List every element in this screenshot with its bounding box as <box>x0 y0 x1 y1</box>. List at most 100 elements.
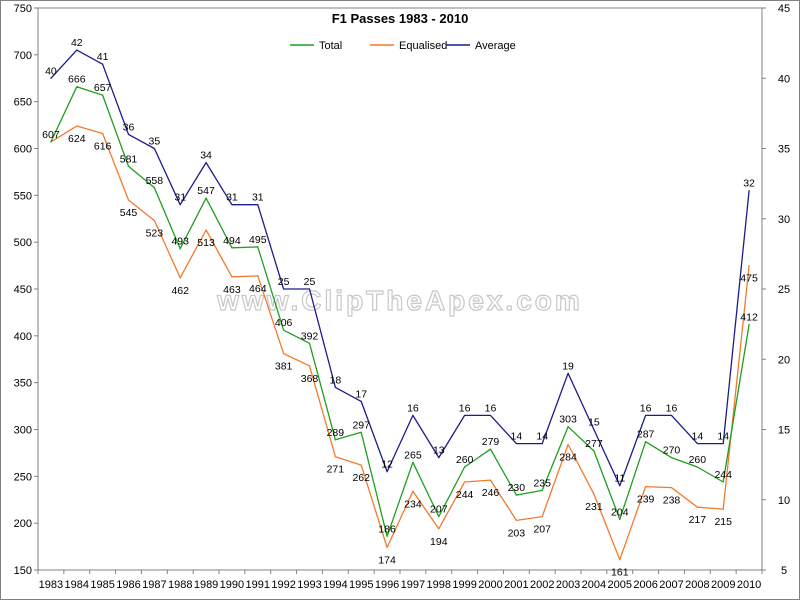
x-tick-label: 1992 <box>271 579 295 591</box>
data-point-equalised <box>257 275 259 277</box>
data-label-average: 11 <box>614 473 625 485</box>
data-point-total <box>257 246 259 248</box>
data-point-equalised <box>102 132 104 135</box>
x-tick-label: 1998 <box>427 579 451 591</box>
data-point-equalised <box>360 464 362 466</box>
data-label-average: 31 <box>174 192 186 204</box>
x-tick-label: 2004 <box>582 579 606 591</box>
data-label-equalised: 523 <box>146 228 164 240</box>
data-point-equalised <box>464 481 466 483</box>
data-label-equalised: 624 <box>68 133 86 145</box>
data-point-total <box>205 197 207 199</box>
data-point-equalised <box>412 490 414 492</box>
y-left-tick-label: 750 <box>14 3 32 15</box>
data-label-equalised: 194 <box>430 536 448 548</box>
x-tick-label: 2009 <box>711 579 735 591</box>
data-point-equalised <box>541 516 543 518</box>
data-label-equalised: 246 <box>482 487 500 499</box>
data-point-equalised <box>386 546 388 549</box>
axes-layer: 150 200 250 300 350 400 450 500 550 600 650 700 750 5… <box>14 3 790 591</box>
legend-label-equalised: Equalised <box>399 40 447 52</box>
data-point-total <box>153 187 155 189</box>
data-point-average <box>645 414 647 417</box>
y-left-tick-label: 350 <box>14 378 32 390</box>
data-point-total <box>412 461 414 463</box>
data-point-total <box>283 329 285 331</box>
y-right-tick-label: 20 <box>778 354 790 366</box>
data-point-average <box>102 63 104 65</box>
y-right-tick-label: 40 <box>778 73 790 85</box>
data-point-average <box>619 485 621 487</box>
data-point-equalised <box>334 456 336 458</box>
series-layer <box>50 49 750 561</box>
x-tick-label: 1989 <box>194 579 218 591</box>
data-point-total <box>334 439 336 441</box>
data-point-average <box>50 77 52 79</box>
x-tick-label: 2003 <box>556 579 580 591</box>
data-label-average: 32 <box>743 178 755 190</box>
data-point-total <box>231 247 233 249</box>
data-label-total: 493 <box>171 236 189 248</box>
data-point-average <box>127 133 130 136</box>
data-label-equalised: 616 <box>94 141 112 153</box>
data-label-average: 31 <box>252 192 264 204</box>
data-label-average: 18 <box>330 374 342 386</box>
x-tick-label: 1987 <box>142 579 166 591</box>
x-tick-label: 1990 <box>220 579 244 591</box>
data-point-average <box>231 204 233 206</box>
x-tick-label: 1997 <box>401 579 425 591</box>
data-point-average <box>438 457 440 459</box>
data-point-equalised <box>489 479 492 481</box>
data-point-equalised <box>153 220 155 222</box>
data-point-equalised <box>748 264 750 267</box>
data-label-average: 31 <box>226 192 238 204</box>
data-label-total: 392 <box>301 330 319 342</box>
y-right-tick-label: 45 <box>778 3 790 15</box>
data-point-total <box>515 494 517 496</box>
x-tick-label: 2001 <box>504 579 528 591</box>
data-point-average <box>334 386 336 388</box>
y-right-tick-label: 30 <box>778 214 790 226</box>
data-point-total <box>127 165 130 167</box>
data-label-average: 17 <box>355 388 367 400</box>
data-point-total <box>360 431 362 433</box>
data-label-total: 297 <box>352 419 370 431</box>
data-label-total: 230 <box>508 482 526 494</box>
data-label-average: 34 <box>200 150 212 162</box>
data-label-total: 265 <box>404 449 422 461</box>
y-left-tick-label: 150 <box>14 565 32 577</box>
y-left-tick-label: 450 <box>14 284 32 296</box>
y-left-tick-label: 200 <box>14 518 32 530</box>
x-tick-label: 2010 <box>737 579 761 591</box>
x-tick-label: 2002 <box>530 579 554 591</box>
data-label-equalised: 475 <box>740 273 758 285</box>
data-point-average <box>696 442 698 445</box>
data-label-total: 279 <box>482 436 500 448</box>
data-label-total: 289 <box>327 427 345 439</box>
legend: Total Equalised Average <box>290 40 516 52</box>
data-point-equalised <box>308 365 311 367</box>
data-point-equalised <box>231 276 233 278</box>
data-label-total: 287 <box>637 429 655 441</box>
y-right-tick-label: 5 <box>781 565 787 577</box>
data-point-average <box>464 414 466 417</box>
data-point-average <box>515 442 517 445</box>
legend-label-average: Average <box>475 40 516 52</box>
data-label-average: 41 <box>97 51 109 63</box>
data-label-average: 13 <box>433 445 445 457</box>
data-point-average <box>76 49 78 51</box>
data-label-equalised: 368 <box>301 373 319 385</box>
y-left-tick-label: 500 <box>14 237 32 249</box>
y-right-tick-label: 35 <box>778 144 790 156</box>
data-label-total: 186 <box>378 523 396 535</box>
data-point-average <box>593 428 595 431</box>
data-label-equalised: 244 <box>456 489 474 501</box>
y-right-tick-label: 10 <box>778 495 790 507</box>
data-label-total: 207 <box>430 504 448 516</box>
y-left-tick-label: 700 <box>14 50 32 62</box>
y-left-tick-label: 550 <box>14 190 32 202</box>
y-right-tick-label: 25 <box>778 284 790 296</box>
x-tick-label: 1994 <box>323 579 347 591</box>
